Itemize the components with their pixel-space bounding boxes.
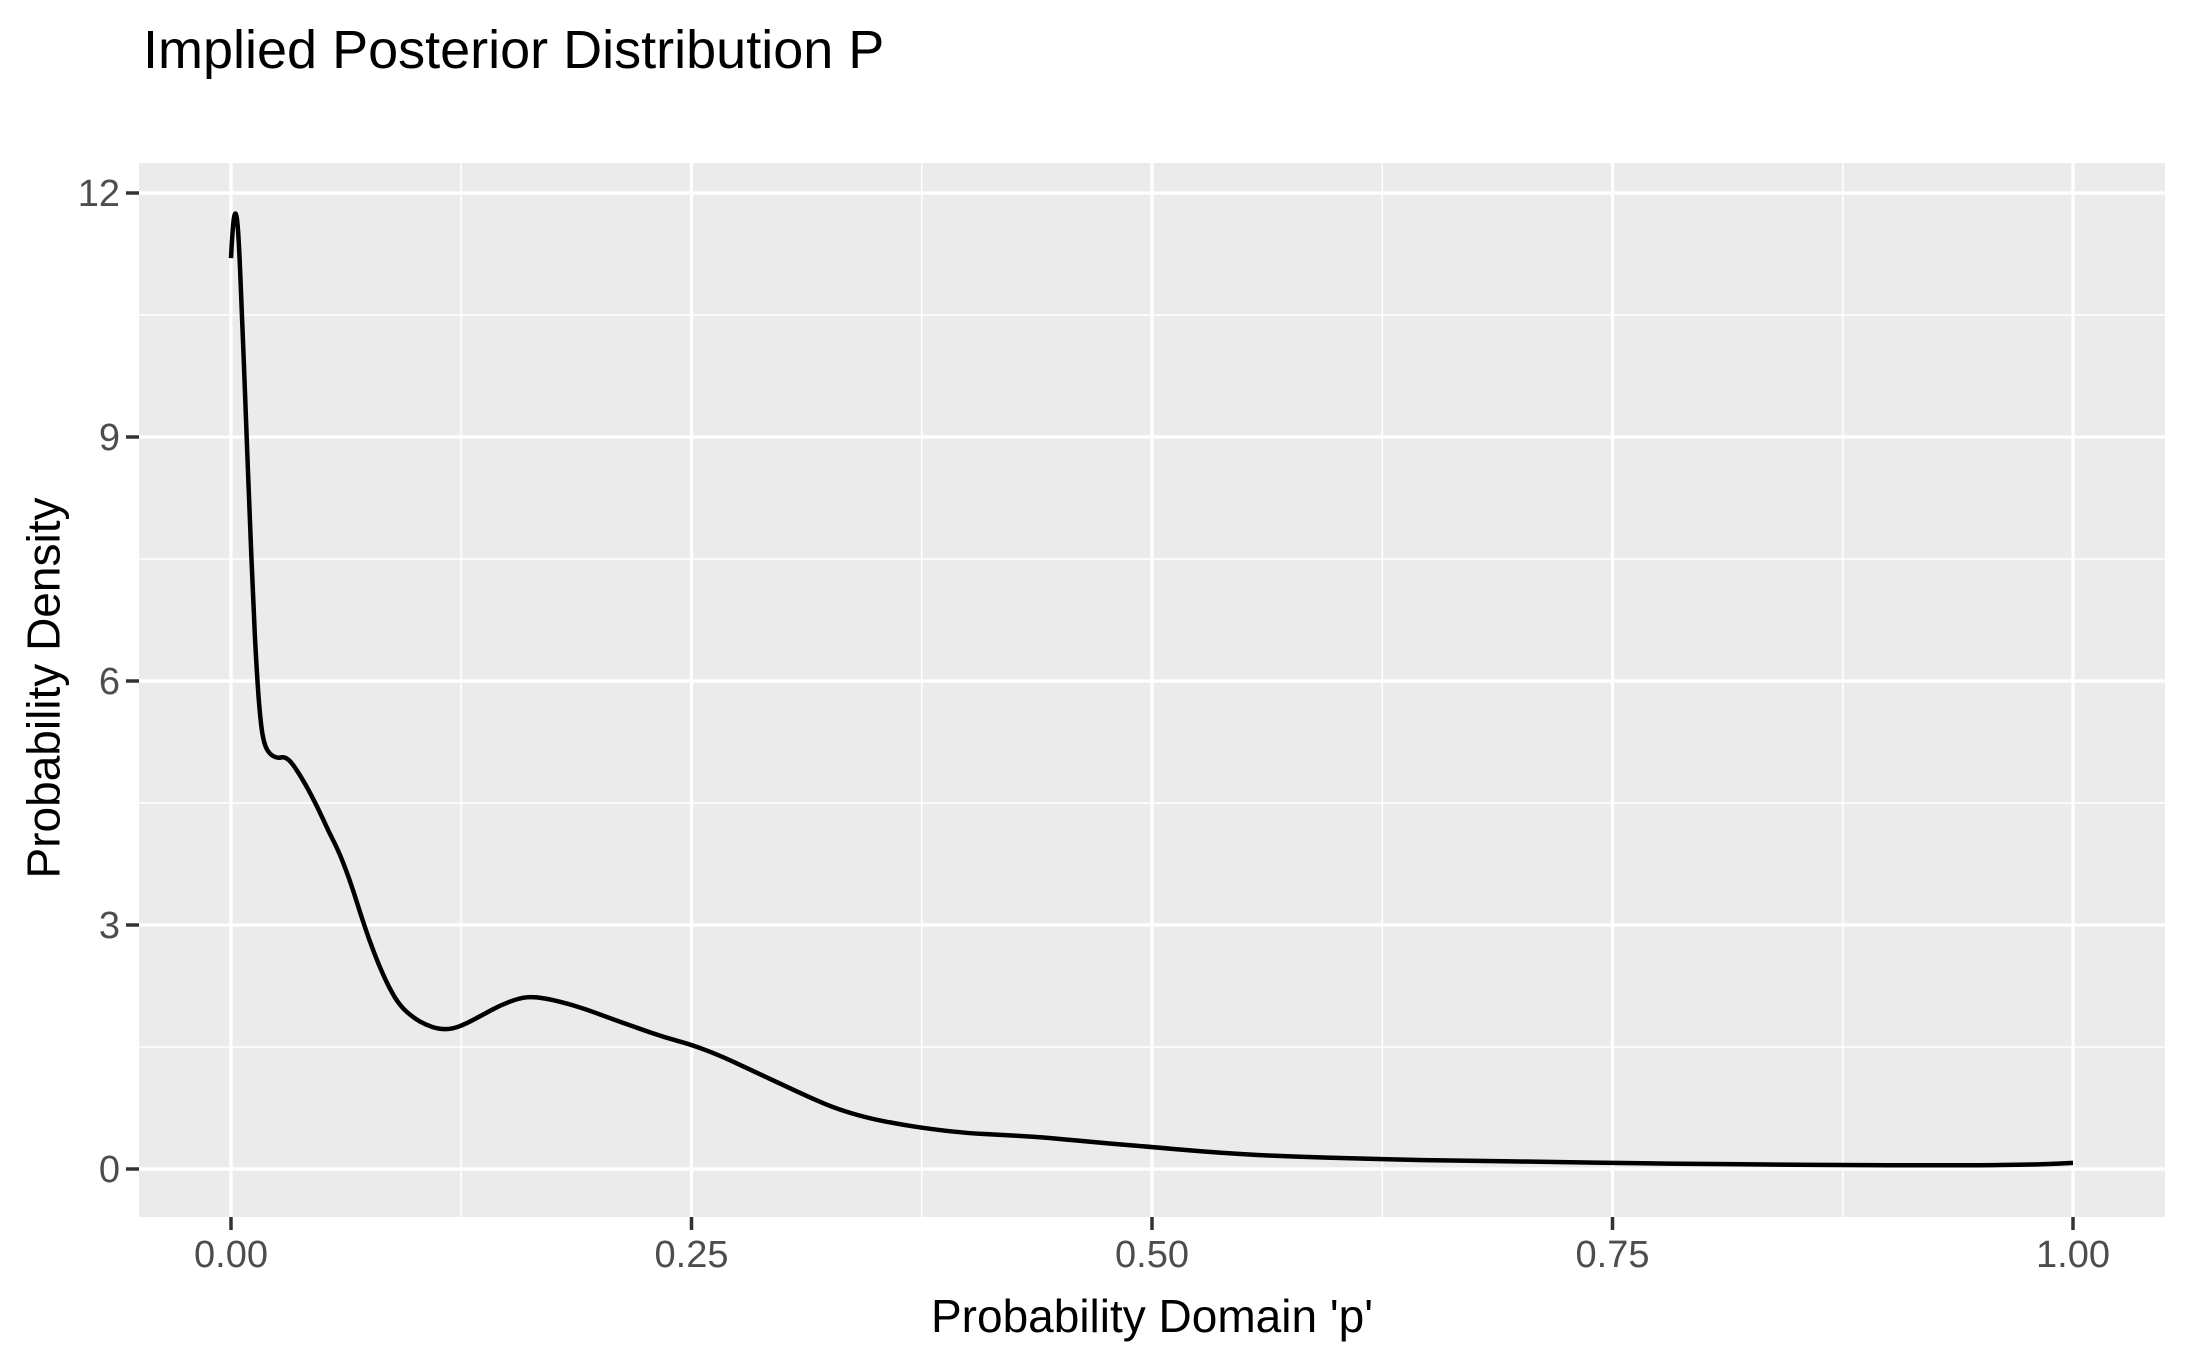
- x-axis-title: Probability Domain 'p': [931, 1290, 1373, 1342]
- plot-title: Implied Posterior Distribution P: [143, 20, 885, 80]
- y-tick-label: 3: [99, 905, 120, 947]
- x-tick-label: 1.00: [2036, 1234, 2110, 1276]
- y-tick-label: 6: [99, 661, 120, 703]
- y-tick-label: 12: [78, 173, 120, 215]
- y-tick-label: 0: [99, 1149, 120, 1191]
- x-tick-label: 0.75: [1576, 1234, 1650, 1276]
- y-tick-label: 9: [99, 417, 120, 459]
- x-tick-label: 0.00: [194, 1234, 268, 1276]
- x-tick-label: 0.50: [1115, 1234, 1189, 1276]
- density-curve: [228, 211, 2074, 1168]
- x-tick-label: 0.25: [655, 1234, 729, 1276]
